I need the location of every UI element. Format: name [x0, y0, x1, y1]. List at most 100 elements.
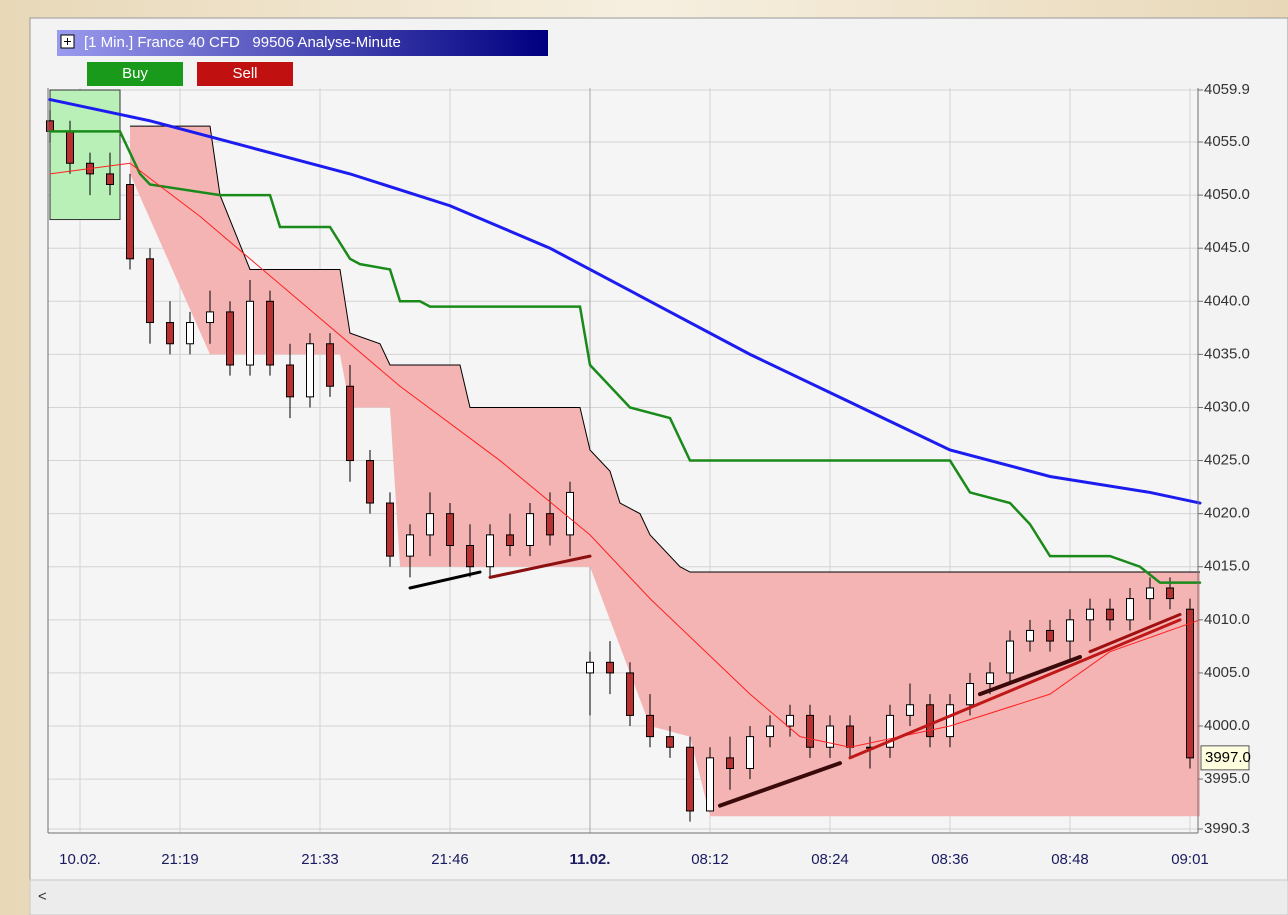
y-tick-label: 4010.0	[1204, 611, 1250, 628]
x-tick-label: 08:24	[811, 851, 849, 868]
candle-body	[1106, 608, 1114, 621]
sell-label: Sell	[232, 65, 257, 82]
buy-label: Buy	[122, 65, 148, 82]
plot	[46, 88, 1202, 833]
y-tick-label: 4015.0	[1204, 558, 1250, 575]
candle-body	[246, 300, 254, 366]
x-tick-label: 21:19	[161, 851, 199, 868]
candle-body	[786, 714, 794, 727]
candle-body	[946, 704, 954, 738]
candle-body	[846, 725, 854, 748]
candle-body	[186, 322, 194, 345]
candle-body	[366, 460, 374, 504]
indicator-line	[48, 130, 1202, 584]
candle-body	[306, 343, 314, 398]
y-tick-label: 4040.0	[1204, 292, 1250, 309]
indicator-line	[978, 654, 1082, 697]
indicator-line	[488, 554, 592, 579]
candle-body	[1186, 608, 1194, 759]
candle-body	[826, 725, 834, 748]
x-tick-label: 11.02.	[570, 851, 611, 868]
candle-body	[766, 725, 774, 738]
y-tick-label: 4020.0	[1204, 505, 1250, 522]
title-bar[interactable]	[57, 30, 548, 56]
indicator-line	[718, 761, 842, 808]
candle-body	[1126, 598, 1134, 621]
last-price-label: 3997.0	[1205, 749, 1251, 766]
scrollbar[interactable]	[29, 879, 1288, 915]
y-tick-label: 4050.0	[1204, 186, 1250, 203]
candle-body	[226, 311, 234, 366]
candle-body	[1026, 629, 1034, 642]
candle-body	[1066, 619, 1074, 642]
indicator-line	[49, 162, 1201, 748]
last-price-tag	[1200, 745, 1250, 771]
candle-body	[586, 661, 594, 674]
candle-body	[1166, 587, 1174, 600]
candle-body	[526, 513, 534, 547]
candle-body	[286, 364, 294, 398]
candle-body	[486, 534, 494, 568]
buy-button[interactable]	[87, 62, 183, 86]
x-tick-label: 21:33	[301, 851, 339, 868]
candle-body	[606, 661, 614, 674]
x-tick-label: 10.02.	[59, 851, 101, 868]
x-tick-label: 21:46	[431, 851, 469, 868]
x-tick-label: 09:01	[1171, 851, 1209, 868]
candle-body	[386, 502, 394, 557]
candle-body	[706, 757, 714, 812]
candle-body	[646, 714, 654, 738]
indicator-line	[1088, 613, 1182, 654]
expand-icon	[64, 38, 71, 45]
candle-body	[446, 513, 454, 547]
candle-body	[746, 736, 754, 769]
candle-body	[266, 300, 274, 366]
candle-body	[506, 534, 514, 547]
candle-body	[1006, 640, 1014, 674]
candle-body	[686, 746, 694, 812]
candle-body	[546, 513, 554, 536]
candle-body	[1086, 608, 1094, 621]
candle-body	[886, 714, 894, 748]
candle-body	[626, 672, 634, 716]
candle-body	[146, 258, 154, 324]
chart-title: [1 Min.] France 40 CFD 99506 Analyse-Min…	[84, 34, 401, 51]
candle-body	[66, 130, 74, 164]
indicator-line	[848, 618, 1182, 760]
x-tick-label: 08:48	[1051, 851, 1089, 868]
y-tick-label: 3995.0	[1204, 770, 1250, 787]
candle-body	[906, 704, 914, 716]
x-tick-label: 08:12	[691, 851, 729, 868]
scroll-left[interactable]: <	[38, 888, 47, 905]
candle-body	[466, 545, 474, 568]
candle-body	[326, 343, 334, 387]
y-tick-label: 4045.0	[1204, 239, 1250, 256]
y-tick-label: 4000.0	[1204, 717, 1250, 734]
candle-body	[566, 491, 574, 536]
candle-body	[726, 757, 734, 769]
candle-body	[1146, 587, 1154, 600]
y-tick-label: 4055.0	[1204, 133, 1250, 150]
candle-body	[666, 736, 674, 748]
candle-body	[166, 322, 174, 345]
y-tick-label: 4025.0	[1204, 452, 1250, 469]
candle-body	[926, 704, 934, 738]
indicator-line	[48, 98, 1202, 505]
candle-body	[126, 183, 134, 260]
candle-body	[1046, 629, 1054, 642]
candle-body	[966, 683, 974, 706]
sell-button[interactable]	[197, 62, 293, 86]
y-tick-label: 4035.0	[1204, 345, 1250, 362]
candle-body	[106, 173, 114, 185]
candle-body	[406, 534, 414, 557]
x-tick-label: 08:36	[931, 851, 969, 868]
candle-body	[346, 385, 354, 462]
candle-body	[806, 714, 814, 748]
signal-band	[130, 126, 1200, 817]
candle-body	[426, 513, 434, 536]
y-tick-label: 4005.0	[1204, 664, 1250, 681]
y-tick-label: 3990.3	[1204, 820, 1250, 837]
candle-body	[206, 311, 214, 324]
candle-body	[986, 672, 994, 685]
